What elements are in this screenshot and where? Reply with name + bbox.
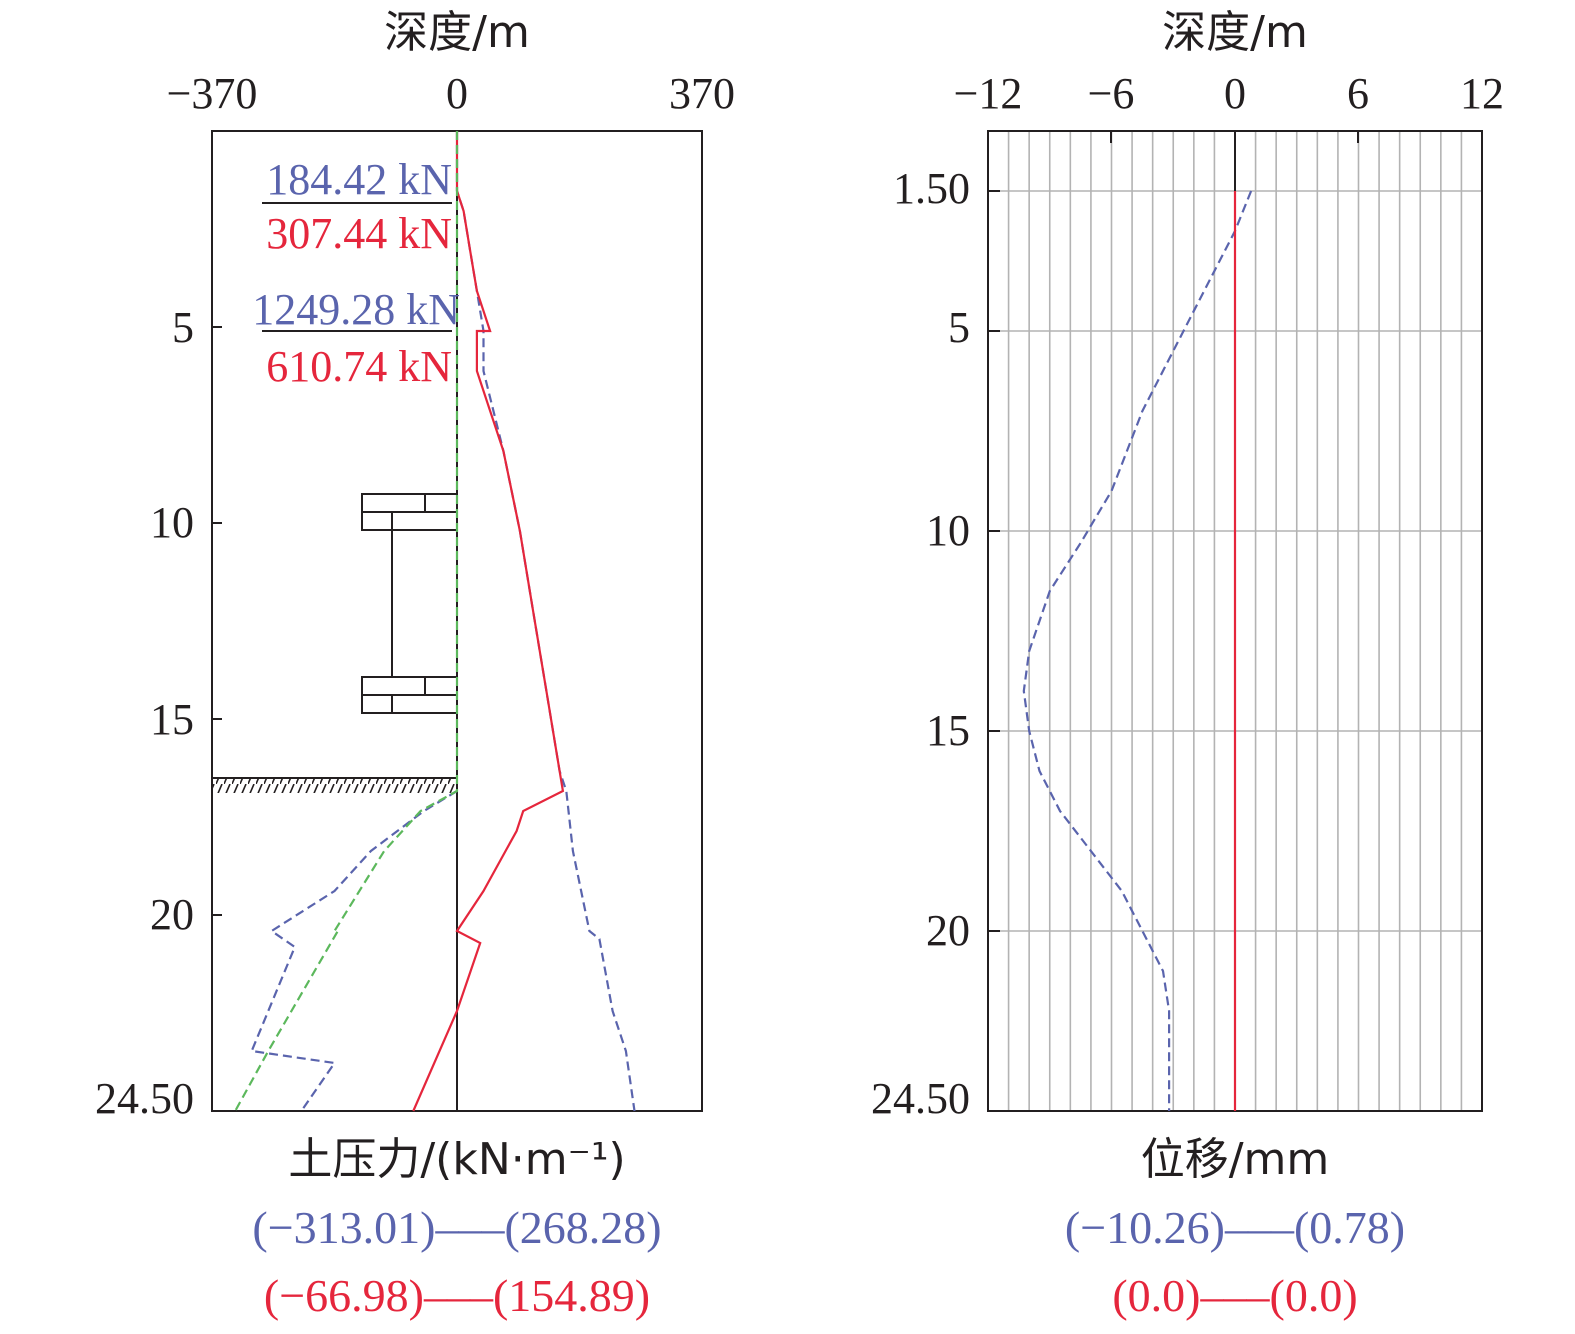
y-tick-label: 10 <box>926 506 970 555</box>
blue-series-line-0 <box>455 131 636 1112</box>
green-series-line-3 <box>234 131 459 1112</box>
x-ticks-right: −12 −6 0 6 12 <box>954 69 1504 143</box>
annotation-label: 307.44 kN <box>266 209 452 258</box>
range-label-blue-left: (−313.01)–––(268.28) <box>252 1202 661 1253</box>
x-tick-label: 370 <box>669 69 735 118</box>
series-group-right <box>1022 190 1253 1111</box>
range-label-blue-right: (−10.26)–––(0.78) <box>1065 1202 1405 1253</box>
y-tick-label: 15 <box>926 706 970 755</box>
x-tick-label: 0 <box>446 69 468 118</box>
x-tick-label: 6 <box>1347 69 1369 118</box>
excavation-hatch <box>212 779 457 793</box>
annotations-left: 184.42 kN 307.44 kN 1249.28 kN 610.74 kN <box>252 155 460 391</box>
x-tick-label: −6 <box>1088 69 1135 118</box>
strut-drawing <box>361 493 458 714</box>
y-tick-label: 20 <box>150 890 194 939</box>
range-label-red-right: (0.0)–––(0.0) <box>1112 1270 1357 1321</box>
y-tick-label: 5 <box>948 303 970 352</box>
y-tick-label: 1.50 <box>893 164 970 213</box>
x-tick-label: 12 <box>1460 69 1504 118</box>
bottom-axis-label-right: 位移/mm <box>1141 1134 1330 1185</box>
y-tick-label: 24.50 <box>95 1074 194 1123</box>
y-ticks-left: 5 10 15 20 24.50 <box>95 303 222 1123</box>
series-group-left <box>234 131 636 1112</box>
x-tick-label: −12 <box>954 69 1023 118</box>
y-tick-label: 20 <box>926 906 970 955</box>
x-ticks-left: −370 0 370 <box>167 69 735 143</box>
y-tick-label: 24.50 <box>871 1074 970 1123</box>
bottom-axis-label-left: 土压力/(kN·m⁻¹) <box>288 1134 625 1185</box>
x-tick-label: −370 <box>167 69 258 118</box>
excavation-level <box>212 777 457 793</box>
earth-pressure-chart: 深度/m −370 0 370 5 10 15 20 24.50 <box>95 7 735 1321</box>
displacement-chart: 深度/m −12 −6 0 6 12 1.50 5 10 15 20 24.50… <box>871 7 1504 1321</box>
y-tick-label: 10 <box>150 498 194 547</box>
range-label-red-left: (−66.98)–––(154.89) <box>264 1270 650 1321</box>
annotation-label: 610.74 kN <box>266 342 452 391</box>
annotation-label: 1249.28 kN <box>252 285 460 334</box>
x-tick-label: 0 <box>1224 69 1246 118</box>
blue-series-line-0 <box>1022 190 1253 1111</box>
blue-series-line-2 <box>250 790 458 1112</box>
y-tick-label: 5 <box>172 303 194 352</box>
top-axis-label-right: 深度/m <box>1162 7 1308 58</box>
red-series-line-1 <box>412 131 565 1112</box>
annotation-label: 184.42 kN <box>266 155 452 204</box>
top-axis-label-left: 深度/m <box>384 7 530 58</box>
y-ticks-right: 1.50 5 10 15 20 24.50 <box>871 164 970 1123</box>
y-tick-label: 15 <box>150 695 194 744</box>
